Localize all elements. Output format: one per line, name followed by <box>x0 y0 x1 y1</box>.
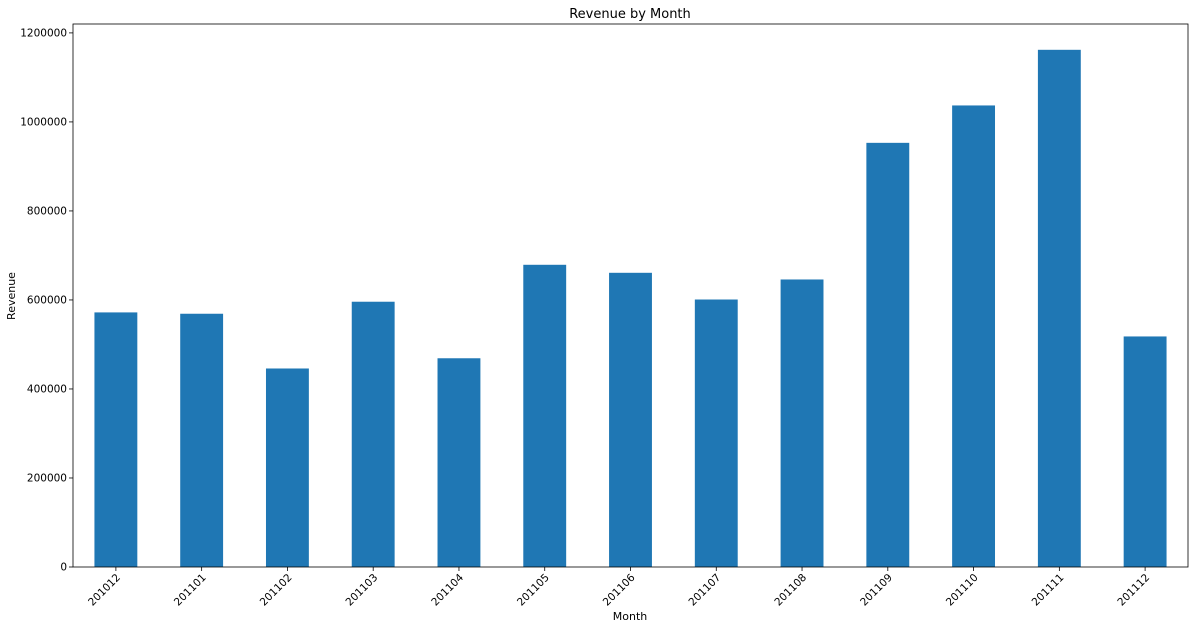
bar-201110 <box>952 105 996 567</box>
x-tick-label: 201101 <box>172 572 209 609</box>
chart-title: Revenue by Month <box>569 7 691 22</box>
x-tick-label: 201111 <box>1030 572 1067 609</box>
y-tick-label: 1200000 <box>20 27 67 39</box>
x-tick-label: 201105 <box>515 572 552 609</box>
plot-frame <box>72 23 1189 568</box>
x-tick-label: 201103 <box>343 572 380 609</box>
x-tick-label: 201110 <box>944 572 981 609</box>
x-tick-label: 201012 <box>86 572 123 609</box>
bar-201107 <box>694 299 738 567</box>
y-tick-label: 1000000 <box>20 116 67 128</box>
y-tick-label: 400000 <box>27 383 67 395</box>
x-tick-label: 201112 <box>1115 572 1152 609</box>
x-axis-label: Month <box>613 610 648 623</box>
bar-201101 <box>180 313 224 567</box>
bar-201104 <box>437 358 481 567</box>
x-tick-label: 201107 <box>687 572 724 609</box>
x-tick-label: 201106 <box>601 571 638 608</box>
bar-201012 <box>94 312 138 567</box>
bar-201106 <box>609 272 652 567</box>
x-tick-label: 201108 <box>772 572 809 609</box>
y-tick-label: 0 <box>60 562 67 574</box>
x-tick-label: 201104 <box>429 571 466 608</box>
y-tick-label: 800000 <box>27 205 67 217</box>
bar-201112 <box>1123 336 1167 567</box>
y-axis-label: Revenue <box>5 272 18 320</box>
y-tick-label: 600000 <box>27 294 67 306</box>
x-tick-label: 201102 <box>258 572 295 609</box>
bar-201102 <box>265 368 309 567</box>
y-tick-label: 200000 <box>27 472 67 484</box>
bar-201105 <box>523 264 567 567</box>
bar-201108 <box>780 279 824 567</box>
bar-201111 <box>1037 49 1081 568</box>
bar-201109 <box>866 142 910 567</box>
x-tick-label: 201109 <box>858 572 895 609</box>
plot-area: 201012 201101 201102 201103 201104 201105 2011… <box>20 23 1189 609</box>
bar-201103 <box>351 301 395 567</box>
